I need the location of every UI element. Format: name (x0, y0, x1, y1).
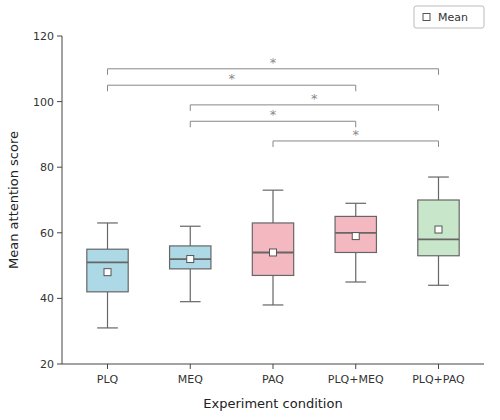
x-tick-label: MEQ (178, 373, 203, 386)
significance-label: * (228, 71, 235, 86)
x-tick-label: PLQ (97, 373, 119, 386)
y-tick (57, 167, 62, 168)
y-tick (57, 36, 62, 37)
y-axis-label: Mean attention score (6, 131, 21, 269)
whisker-high (190, 226, 191, 246)
significance-label: * (270, 55, 277, 70)
cap-high (428, 176, 449, 177)
whisker-high (272, 190, 273, 223)
mean-marker (187, 256, 194, 263)
mean-marker (270, 249, 277, 256)
cap-low (97, 327, 118, 328)
whisker-low (190, 269, 191, 302)
y-tick-label: 20 (40, 358, 54, 371)
box (87, 249, 128, 292)
y-tick-label: 100 (33, 96, 54, 109)
significance-label: * (311, 91, 318, 106)
mean-marker (352, 233, 359, 240)
cap-high (345, 203, 366, 204)
x-tick (107, 364, 108, 369)
box (252, 223, 293, 275)
y-axis-line (62, 36, 63, 364)
median (418, 238, 459, 240)
y-tick (57, 364, 62, 365)
chart: 20 40 60 80 100 120 PLQ MEQ PAQ PLQ+MEQ PLQ+PAQ Exp… (0, 0, 500, 420)
y-tick-label: 40 (40, 292, 54, 305)
x-tick-label: PAQ (262, 373, 284, 386)
box-group (87, 223, 128, 328)
x-tick (355, 364, 356, 369)
whisker-low (272, 275, 273, 305)
y-tick (57, 298, 62, 299)
box-group (252, 190, 293, 305)
plot-area (87, 69, 459, 328)
legend-frame (414, 6, 484, 28)
mean-marker (435, 226, 442, 233)
whisker-high (355, 203, 356, 216)
legend: Mean (414, 6, 484, 28)
cap-low (428, 285, 449, 286)
box (170, 246, 211, 269)
cap-high (263, 190, 284, 191)
x-tick (273, 364, 274, 369)
whisker-low (438, 256, 439, 286)
whisker-high (107, 223, 108, 249)
y-tick (57, 232, 62, 233)
whisker-high (438, 177, 439, 200)
x-tick-label: PLQ+MEQ (328, 373, 384, 386)
significance-label: * (270, 107, 277, 122)
box-group (418, 177, 459, 285)
cap-low (263, 304, 284, 305)
y-tick-label: 80 (40, 161, 54, 174)
x-tick (190, 364, 191, 369)
mean-marker (104, 269, 111, 276)
significance-label: * (352, 127, 359, 142)
x-tick (438, 364, 439, 369)
cap-high (180, 226, 201, 227)
whisker-low (355, 252, 356, 282)
x-tick-label: PLQ+PAQ (412, 373, 465, 386)
y-tick (57, 101, 62, 102)
cap-high (97, 222, 118, 223)
x-axis-label: Experiment condition (203, 396, 342, 411)
cap-low (180, 301, 201, 302)
box-group (335, 203, 376, 282)
whisker-low (107, 292, 108, 328)
legend-symbol (423, 14, 430, 21)
y-tick-label: 120 (33, 30, 54, 43)
box (418, 200, 459, 256)
legend-label: Mean (438, 11, 468, 24)
median (87, 261, 128, 263)
cap-low (345, 281, 366, 282)
y-tick-label: 60 (40, 227, 54, 240)
box-group (170, 226, 211, 301)
box (335, 216, 376, 252)
